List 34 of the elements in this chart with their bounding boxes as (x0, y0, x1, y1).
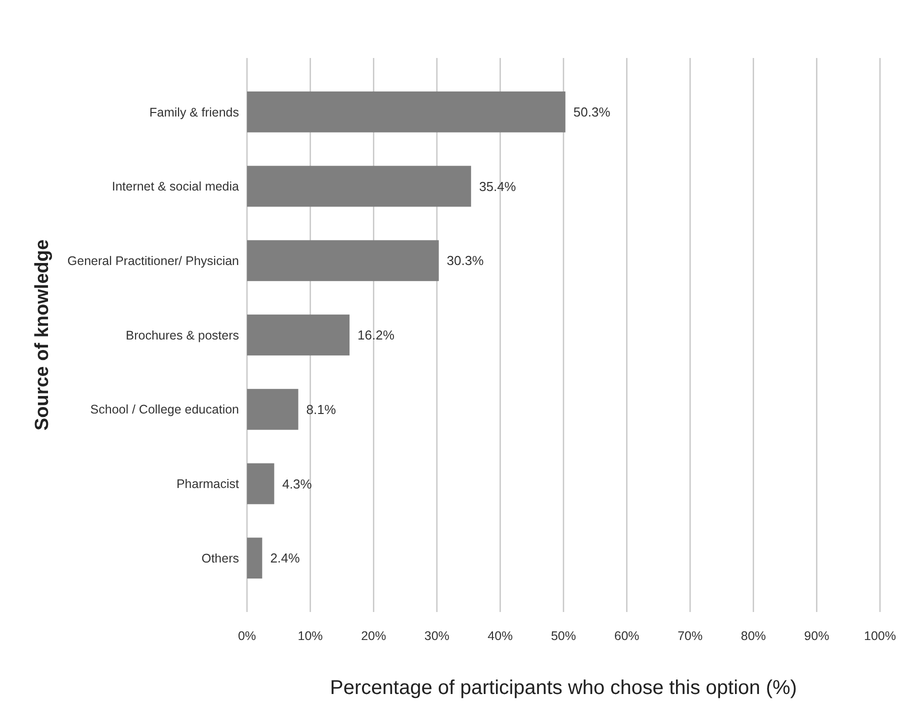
x-tick-label: 0% (238, 629, 256, 643)
x-tick-label: 90% (804, 629, 830, 643)
y-tick-label: Internet & social media (112, 180, 240, 194)
x-tick-label: 10% (298, 629, 323, 643)
y-axis-title: Source of knowledge (32, 239, 53, 431)
x-tick-label: 50% (550, 629, 576, 643)
x-tick-label: 40% (488, 629, 513, 643)
bar (247, 463, 274, 504)
x-tick-label: 20% (361, 629, 386, 643)
x-tick-label: 100% (864, 629, 896, 643)
bar (247, 314, 350, 356)
bar (247, 538, 262, 579)
x-tick-label: 60% (614, 629, 640, 643)
y-tick-label: Brochures & posters (126, 328, 239, 342)
y-tick-label: General Practitioner/ Physician (67, 254, 240, 268)
x-tick-label: 80% (740, 629, 766, 643)
data-label: 4.3% (282, 476, 312, 492)
data-label: 8.1% (306, 402, 336, 417)
data-label: 2.4% (270, 550, 300, 566)
bar (247, 166, 472, 207)
x-tick-label: 30% (424, 629, 450, 643)
x-axis-title: Percentage of participants who chose this option (%) (330, 677, 797, 699)
data-label: 50.3% (573, 104, 611, 120)
bar (247, 91, 566, 132)
y-tick-label: Pharmacist (176, 477, 240, 492)
data-label: 35.4% (479, 178, 516, 194)
data-label: 30.3% (446, 253, 484, 268)
y-tick-label: Others (201, 551, 239, 566)
bar (247, 240, 439, 282)
y-tick-label: School / College education (90, 402, 240, 417)
data-label: 16.2% (358, 328, 395, 343)
y-tick-label: Family & friends (149, 105, 239, 120)
bar (247, 388, 298, 430)
x-tick-label: 70% (678, 629, 703, 643)
